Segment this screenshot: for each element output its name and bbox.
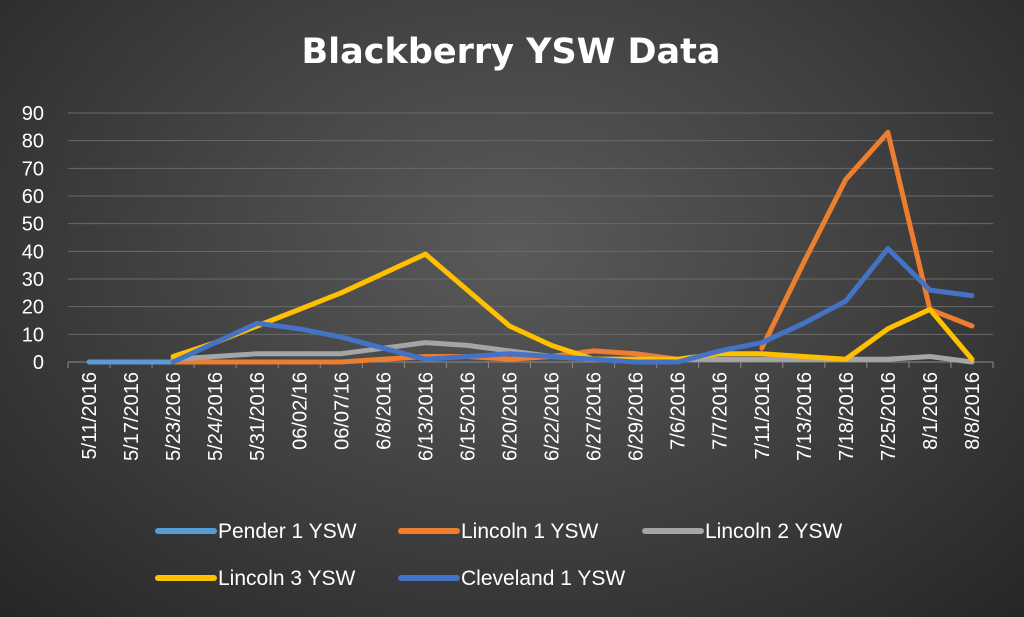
x-tick-label: 06/07/16 bbox=[331, 372, 353, 450]
legend-label: Lincoln 1 YSW bbox=[461, 520, 599, 543]
x-tick-label: 6/8/2016 bbox=[373, 372, 395, 450]
x-tick-label: 5/24/2016 bbox=[205, 372, 227, 461]
series-line bbox=[170, 251, 975, 362]
x-tick-label: 5/31/2016 bbox=[247, 372, 269, 461]
x-tick-label: 5/17/2016 bbox=[121, 372, 143, 461]
y-tick-label: 20 bbox=[22, 297, 44, 319]
x-tick-label: 6/13/2016 bbox=[415, 372, 437, 461]
series-line bbox=[170, 129, 975, 365]
x-tick-label: 7/6/2016 bbox=[668, 372, 690, 450]
legend-label: Cleveland 1 YSW bbox=[461, 567, 625, 590]
legend: Pender 1 YSW Lincoln 1 YSW Lincoln 2 YSW Li… bbox=[155, 520, 843, 590]
x-tick-label: 6/27/2016 bbox=[584, 372, 606, 461]
y-tick-label: 80 bbox=[22, 131, 44, 153]
x-tick-label: 5/11/2016 bbox=[79, 372, 101, 460]
x-tick-label: 8/1/2016 bbox=[920, 372, 942, 450]
legend-label: Lincoln 2 YSW bbox=[705, 520, 843, 543]
gridlines bbox=[68, 112, 993, 363]
x-tick-label: 7/7/2016 bbox=[710, 372, 732, 450]
x-tick-label: 6/15/2016 bbox=[457, 372, 479, 461]
legend-label: Lincoln 3 YSW bbox=[218, 567, 356, 590]
x-tick-label: 7/25/2016 bbox=[878, 372, 900, 461]
y-tick-label: 0 bbox=[33, 352, 44, 374]
legend-label: Pender 1 YSW bbox=[218, 520, 357, 543]
legend-item: Cleveland 1 YSW bbox=[398, 567, 625, 590]
chart-title: Blackberry YSW Data bbox=[302, 32, 721, 72]
y-tick-label: 40 bbox=[22, 241, 44, 263]
x-tick-label: 5/23/2016 bbox=[163, 372, 185, 461]
y-tick-label: 10 bbox=[22, 324, 44, 346]
y-axis: 0 10 20 30 40 50 60 70 80 90 bbox=[22, 103, 44, 374]
x-tick-label: 6/20/2016 bbox=[499, 372, 521, 461]
y-tick-label: 60 bbox=[22, 186, 44, 208]
legend-item: Lincoln 2 YSW bbox=[642, 520, 843, 543]
x-tick-label: 8/8/2016 bbox=[962, 372, 984, 450]
x-tick-label: 7/18/2016 bbox=[836, 372, 858, 461]
legend-item: Lincoln 1 YSW bbox=[398, 520, 599, 543]
series-line bbox=[170, 246, 975, 365]
legend-item: Pender 1 YSW bbox=[155, 520, 357, 543]
y-tick-label: 50 bbox=[22, 214, 44, 236]
x-tick-label: 6/22/2016 bbox=[542, 372, 564, 461]
x-tick-label: 7/11/2016 bbox=[752, 372, 774, 460]
x-tick-label: 6/29/2016 bbox=[626, 372, 648, 461]
y-tick-label: 70 bbox=[22, 158, 44, 180]
legend-item: Lincoln 3 YSW bbox=[155, 567, 356, 590]
x-tick-label: 06/02/16 bbox=[289, 372, 311, 450]
x-axis: 5/11/2016 5/17/2016 5/23/2016 5/24/2016 5/31… bbox=[67, 362, 994, 461]
y-tick-label: 30 bbox=[22, 269, 44, 291]
x-tick-label: 7/13/2016 bbox=[794, 372, 816, 461]
y-tick-label: 90 bbox=[22, 103, 44, 125]
series-lines bbox=[86, 129, 975, 365]
